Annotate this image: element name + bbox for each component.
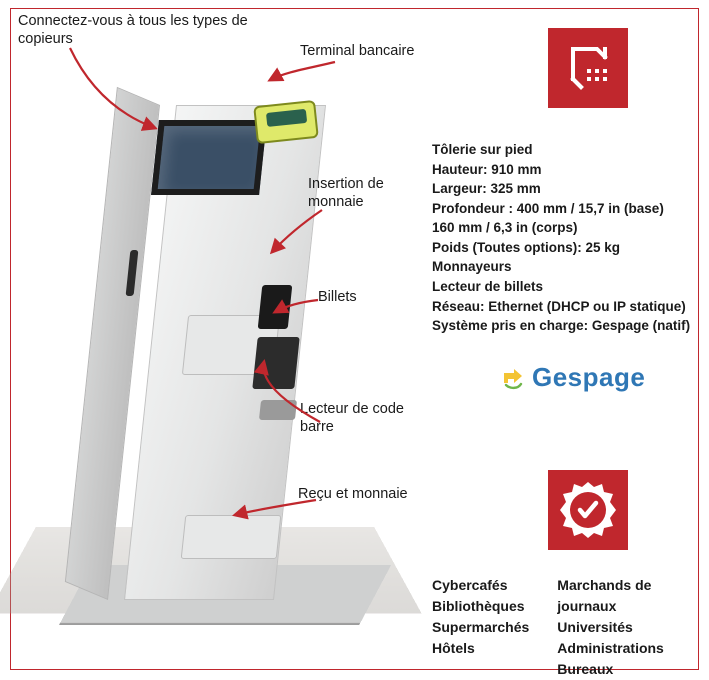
spec-line: Largeur: 325 mm [432,179,694,199]
venue-item: Marchands de journaux [557,575,709,617]
spec-line: Monnayeurs [432,257,694,277]
spec-line: Réseau: Ethernet (DHCP ou IP statique) [432,297,694,317]
checkmark-badge-icon [548,470,628,550]
spec-line: Profondeur : 400 mm / 15,7 in (base) [432,199,694,219]
gespage-mark-icon [500,365,526,391]
gespage-text: Gespage [532,362,645,393]
gespage-logo: Gespage [500,362,645,393]
spec-line: Poids (Toutes options): 25 kg [432,238,694,258]
transfer-export-icon [548,28,628,108]
spec-line: Hauteur: 910 mm [432,160,694,180]
kiosk-screen [151,120,267,195]
callout-terminal: Terminal bancaire [300,42,414,60]
callout-copiers: Connectez-vous à tous les types de copie… [18,12,248,48]
venues-col-left: Cybercafés Bibliothèques Supermarchés Hô… [432,575,529,680]
callout-coin: Insertion de monnaie [308,175,384,211]
spec-line: 160 mm / 6,3 in (corps) [432,218,694,238]
venues-col-right: Marchands de journaux Universités Admini… [557,575,709,680]
callout-bills: Billets [318,288,357,306]
venue-item: Supermarchés [432,617,529,638]
kiosk-illustration [55,55,385,655]
venue-item: Bureaux [557,659,709,680]
venue-item: Bibliothèques [432,596,529,617]
spec-line: Système pris en charge: Gespage (natif) [432,316,694,336]
venue-item: Hôtels [432,638,529,659]
spec-line: Tôlerie sur pied [432,140,694,160]
venue-item: Administrations [557,638,709,659]
kiosk-terminal [253,100,319,144]
venue-item: Cybercafés [432,575,529,596]
venues-list: Cybercafés Bibliothèques Supermarchés Hô… [432,575,709,680]
venue-item: Universités [557,617,709,638]
spec-line: Lecteur de billets [432,277,694,297]
callout-barcode: Lecteur de code barre [300,400,404,436]
spec-list: Tôlerie sur pied Hauteur: 910 mm Largeur… [432,140,694,336]
callout-receipt: Reçu et monnaie [298,485,408,503]
